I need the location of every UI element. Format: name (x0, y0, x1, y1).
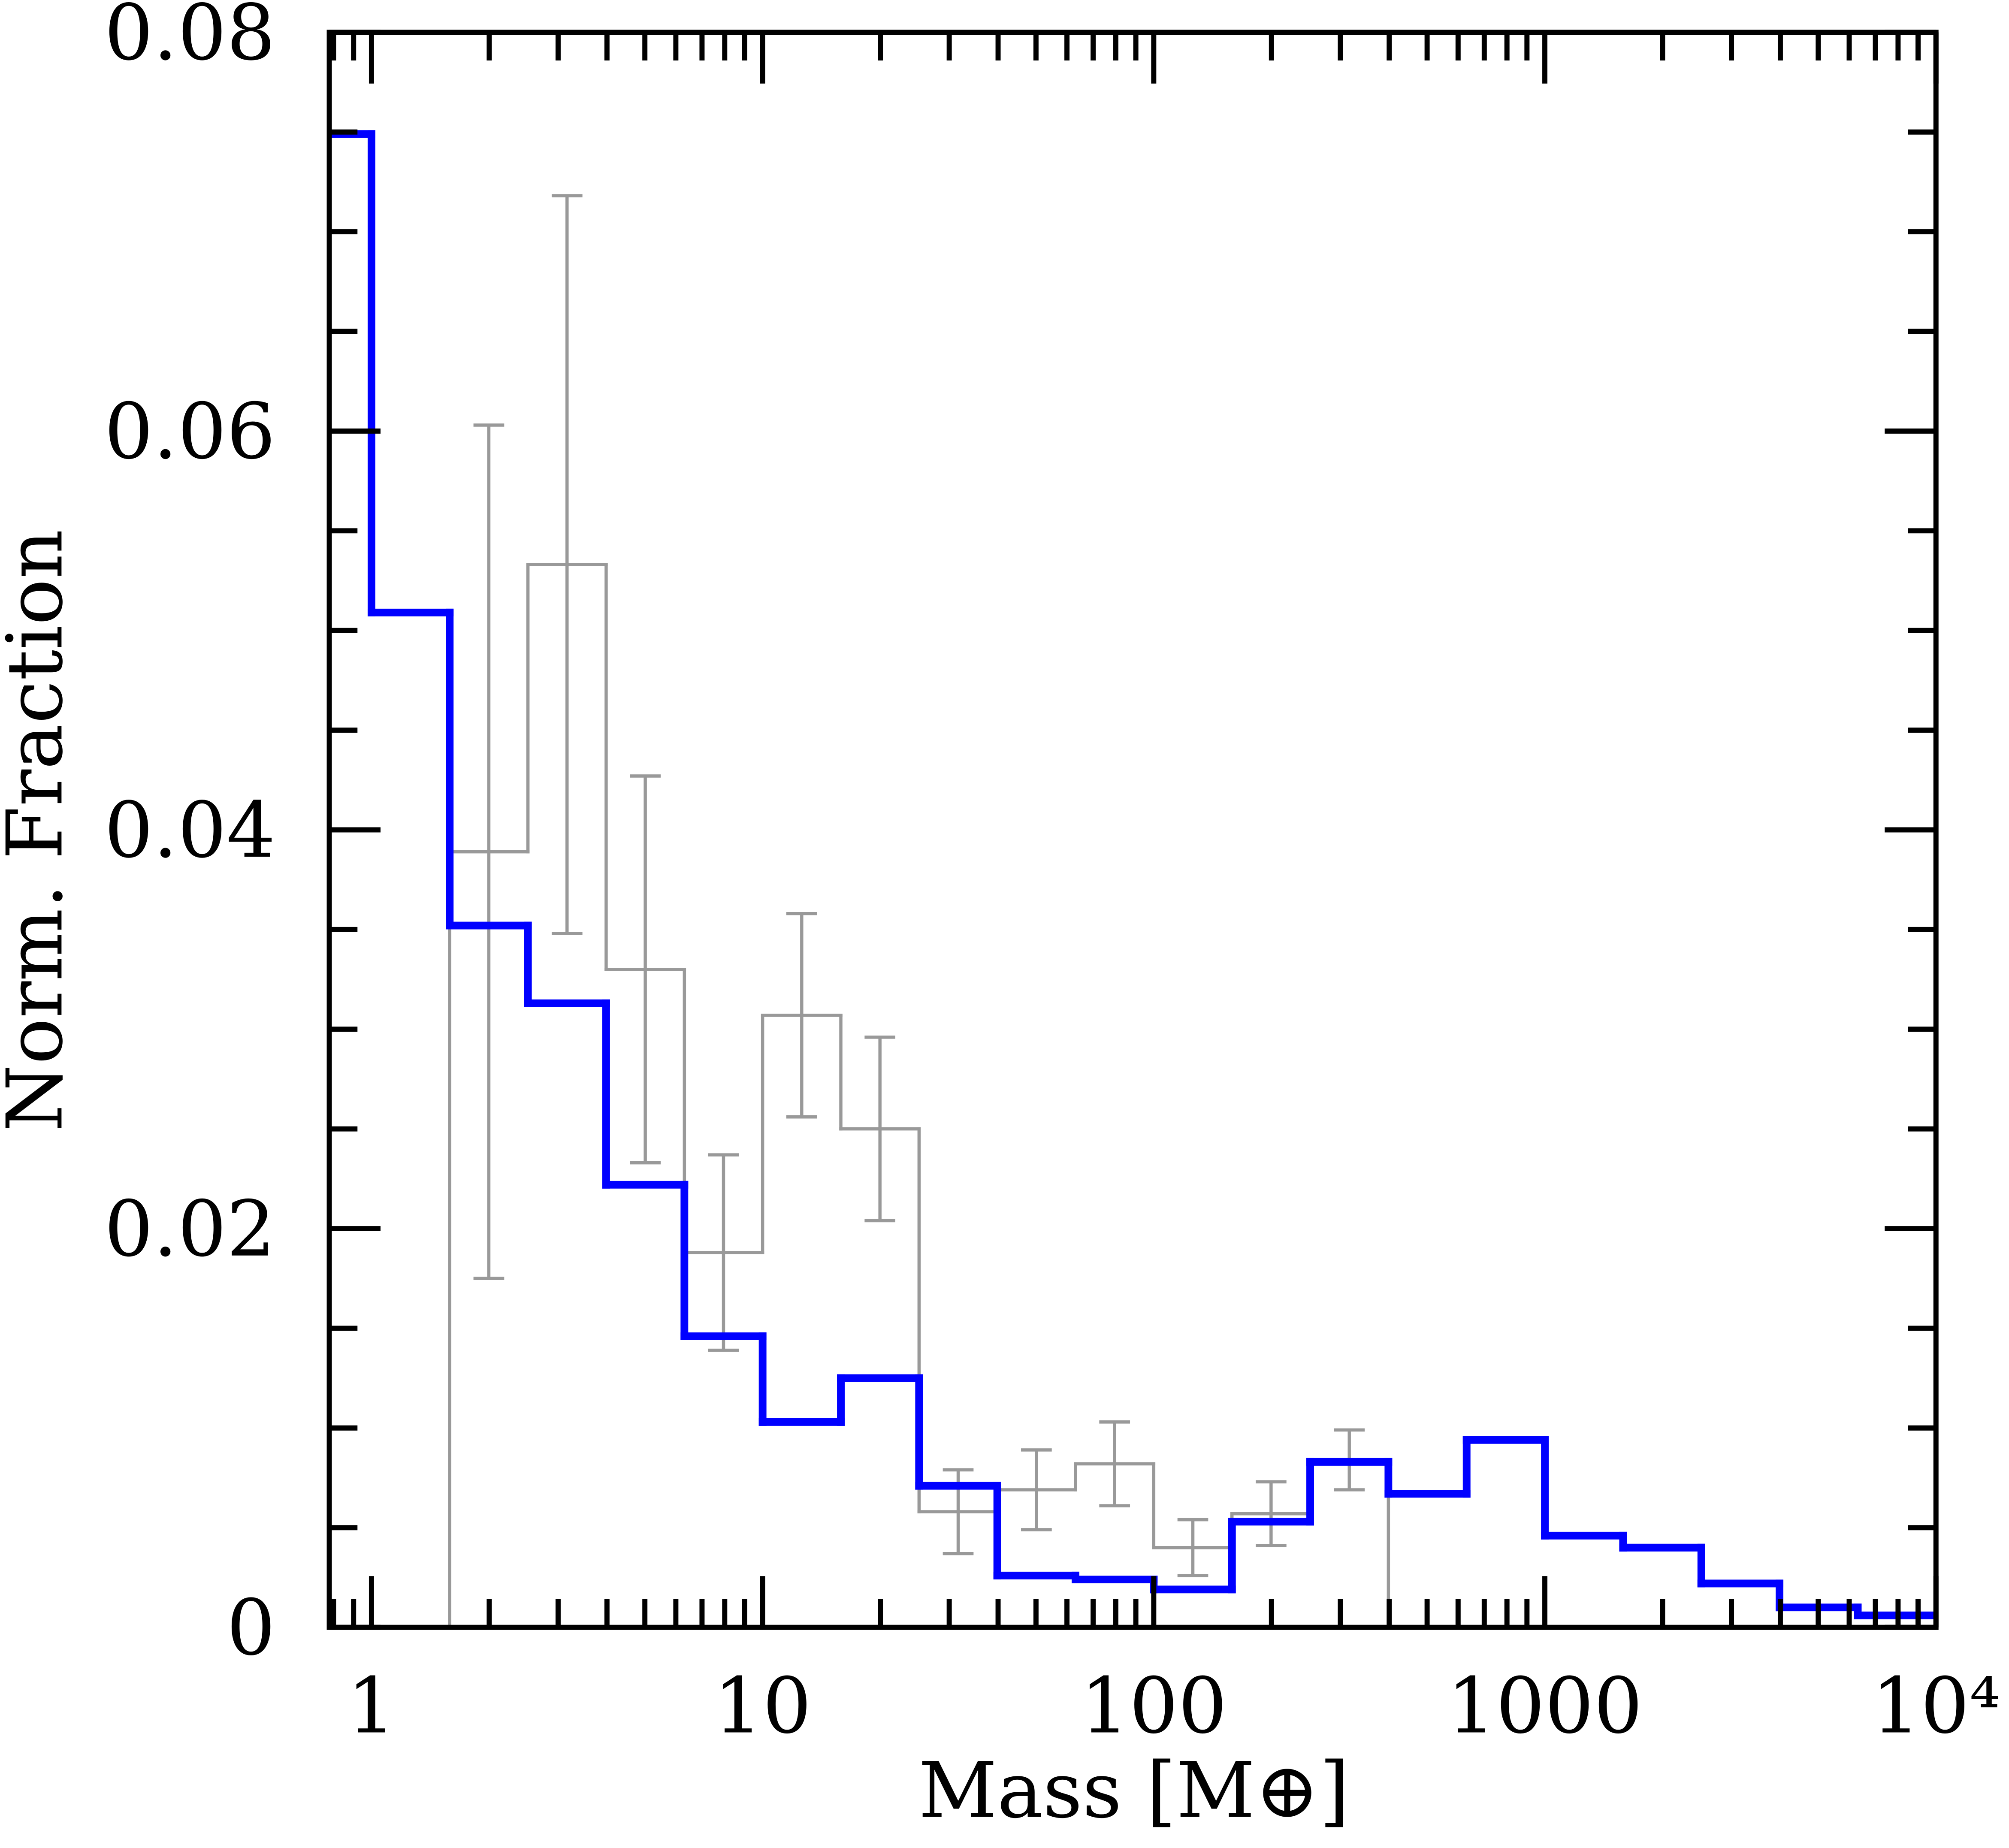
error-bar (473, 423, 505, 1280)
x-tick-label: 100 (1080, 1662, 1227, 1751)
error-bar (630, 774, 661, 1165)
error-bar (1256, 1480, 1287, 1547)
y-tick-label: 0.06 (104, 387, 275, 477)
y-axis-label: Norm. Fraction (0, 529, 80, 1132)
x-tick-label: 1 (347, 1662, 396, 1751)
x-tick-label: 10 (714, 1662, 812, 1751)
error-bar (1021, 1448, 1052, 1531)
y-tick-label: 0.08 (104, 0, 275, 78)
y-tick-label: 0 (227, 1583, 275, 1673)
x-tick-label: 10⁴ (1872, 1662, 2000, 1751)
plot-area (329, 130, 1936, 1628)
error-bar (786, 912, 817, 1119)
error-bar (864, 1036, 896, 1223)
x-axis-label: Mass [M⊕] (918, 1746, 1350, 1836)
y-tick-label: 0.02 (104, 1185, 275, 1274)
x-tick-label: 1000 (1447, 1662, 1643, 1751)
error-bar (708, 1153, 739, 1352)
frame (326, 30, 1939, 1630)
error-bar (1177, 1518, 1208, 1577)
error-bar (551, 194, 583, 935)
y-tick-label: 0.04 (104, 786, 275, 875)
error-bar (1099, 1420, 1130, 1507)
